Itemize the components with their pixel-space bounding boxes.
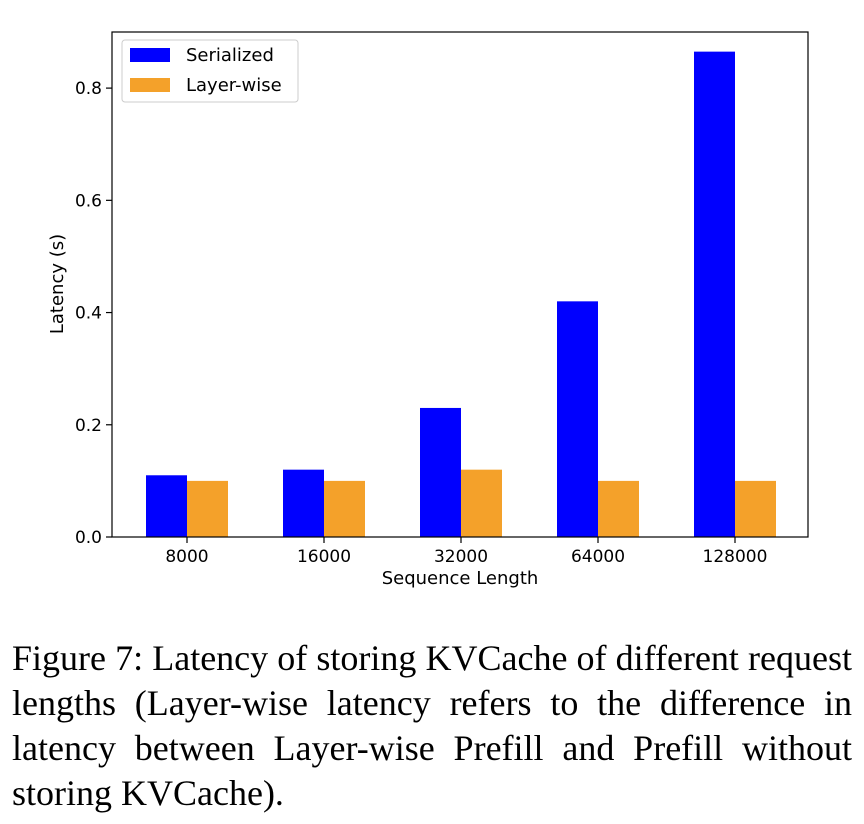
bar-serialized-16000	[283, 470, 324, 537]
y-tick-label: 0.4	[75, 304, 102, 324]
legend-swatch-layer-wise	[130, 78, 170, 92]
y-tick-label: 0.2	[75, 416, 102, 436]
y-tick-label: 0.6	[75, 191, 102, 211]
x-axis-label: Sequence Length	[382, 568, 539, 589]
bar-layer-wise-32000	[461, 470, 502, 537]
y-tick-label: 0.8	[75, 79, 102, 99]
legend: Serialized Layer-wise	[122, 40, 298, 102]
legend-label-layer-wise: Layer-wise	[186, 75, 282, 96]
x-tick-label: 16000	[297, 547, 351, 567]
figure-caption: Figure 7: Latency of storing KVCache of …	[12, 636, 852, 816]
x-tick-label: 64000	[571, 547, 625, 567]
x-tick-label: 128000	[703, 547, 768, 567]
bar-chart: 0.0 0.2 0.4 0.6 0.8 8000 16000 32000 64000 12800…	[0, 0, 864, 610]
legend-swatch-serialized	[130, 48, 170, 62]
bar-layer-wise-16000	[324, 481, 365, 537]
bar-layer-wise-64000	[598, 481, 639, 537]
bar-serialized-128000	[694, 52, 735, 537]
bar-layer-wise-8000	[187, 481, 228, 537]
x-tick-label: 32000	[434, 547, 488, 567]
x-axis: 8000 16000 32000 64000 128000	[165, 537, 767, 567]
bars-group	[146, 52, 776, 537]
legend-label-serialized: Serialized	[186, 45, 274, 66]
x-tick-label: 8000	[165, 547, 208, 567]
y-axis-label: Latency (s)	[47, 234, 68, 334]
y-axis: 0.0 0.2 0.4 0.6 0.8	[75, 79, 112, 548]
bar-serialized-32000	[420, 408, 461, 537]
bar-serialized-8000	[146, 475, 187, 537]
bar-serialized-64000	[557, 301, 598, 537]
bar-layer-wise-128000	[735, 481, 776, 537]
y-tick-label: 0.0	[75, 528, 102, 548]
